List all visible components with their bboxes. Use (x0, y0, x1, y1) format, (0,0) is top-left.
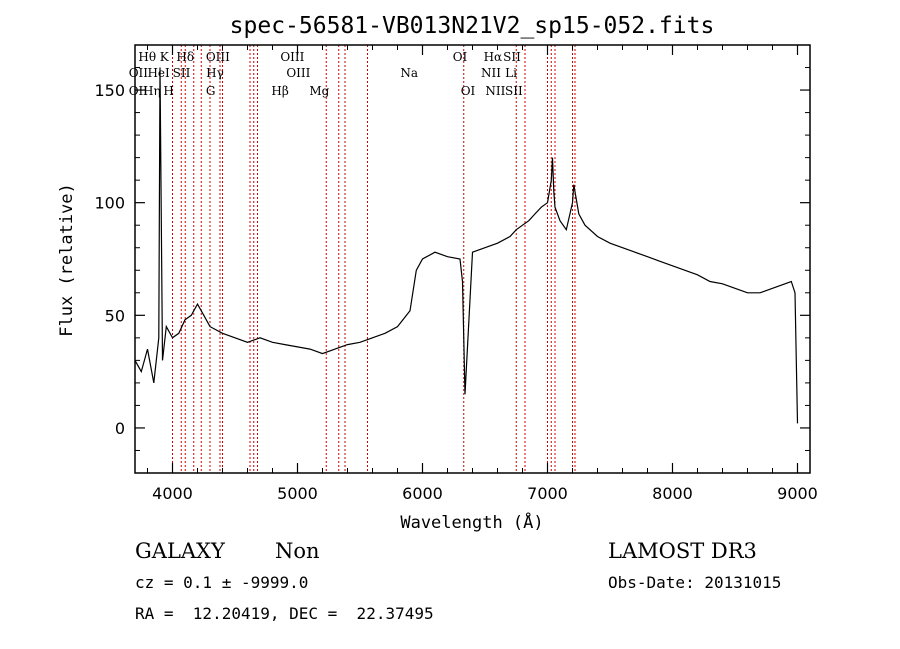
line-label-24: SII (505, 84, 523, 98)
line-label-22: SII (503, 50, 521, 64)
line-label-12: Hβ (271, 84, 288, 98)
line-label-17: OI (453, 50, 468, 64)
line-label-18: OI (461, 84, 476, 98)
survey-name: LAMOST DR3 (608, 539, 757, 563)
redshift-cz: cz = 0.1 ± -9999.0 (135, 573, 309, 592)
line-label-8: SII (173, 66, 191, 80)
line-label-2: OII (129, 66, 149, 80)
line-label-0: OII (129, 84, 149, 98)
x-tick-label-4: 8000 (652, 484, 693, 503)
line-label-11: G (206, 84, 216, 98)
object-class: GALAXY (135, 539, 225, 563)
y-axis-label: Flux (relative) (57, 183, 77, 337)
line-label-19: Hα (484, 50, 503, 64)
x-tick-label-1: 5000 (277, 484, 318, 503)
x-axis-label: Wavelength (Å) (400, 511, 543, 533)
object-subclass: Non (275, 539, 320, 563)
line-label-6: H (163, 84, 173, 98)
line-label-3: Hη (143, 84, 161, 98)
line-label-10: Hγ (206, 66, 224, 80)
line-label-14: OIII (286, 66, 310, 80)
line-label-21: NII (485, 84, 505, 98)
line-label-23: Li (505, 66, 517, 80)
y-tick-label-2: 100 (94, 194, 125, 213)
y-tick-label-3: 150 (94, 81, 125, 100)
x-tick-label-3: 7000 (527, 484, 568, 503)
y-tick-label-0: 0 (115, 419, 125, 438)
line-label-9: OIII (206, 50, 230, 64)
line-label-20: NII (481, 66, 501, 80)
line-label-5: K (160, 50, 170, 64)
line-label-1: Hθ (138, 50, 156, 64)
y-axis-ticks: 0 50 100 150 (94, 67, 810, 451)
line-markers (172, 45, 576, 473)
line-label-13: OIII (280, 50, 304, 64)
x-tick-label-0: 4000 (152, 484, 193, 503)
line-label-15: Mg (309, 84, 329, 98)
x-axis-ticks: 4000 5000 6000 7000 8000 9000 (147, 45, 818, 503)
coordinates: RA = 12.20419, DEC = 22.37495 (135, 604, 434, 623)
spectrum-line (134, 67, 799, 424)
y-tick-label-1: 50 (105, 306, 125, 325)
x-tick-label-5: 9000 (777, 484, 818, 503)
x-tick-label-2: 6000 (402, 484, 443, 503)
obs-date: Obs-Date: 20131015 (608, 573, 782, 592)
line-label-16: Na (400, 66, 418, 80)
line-label-7: Hδ (176, 50, 194, 64)
chart-title: spec-56581-VB013N21V2_sp15-052.fits (230, 13, 715, 39)
line-label-4: HeI (147, 66, 170, 80)
